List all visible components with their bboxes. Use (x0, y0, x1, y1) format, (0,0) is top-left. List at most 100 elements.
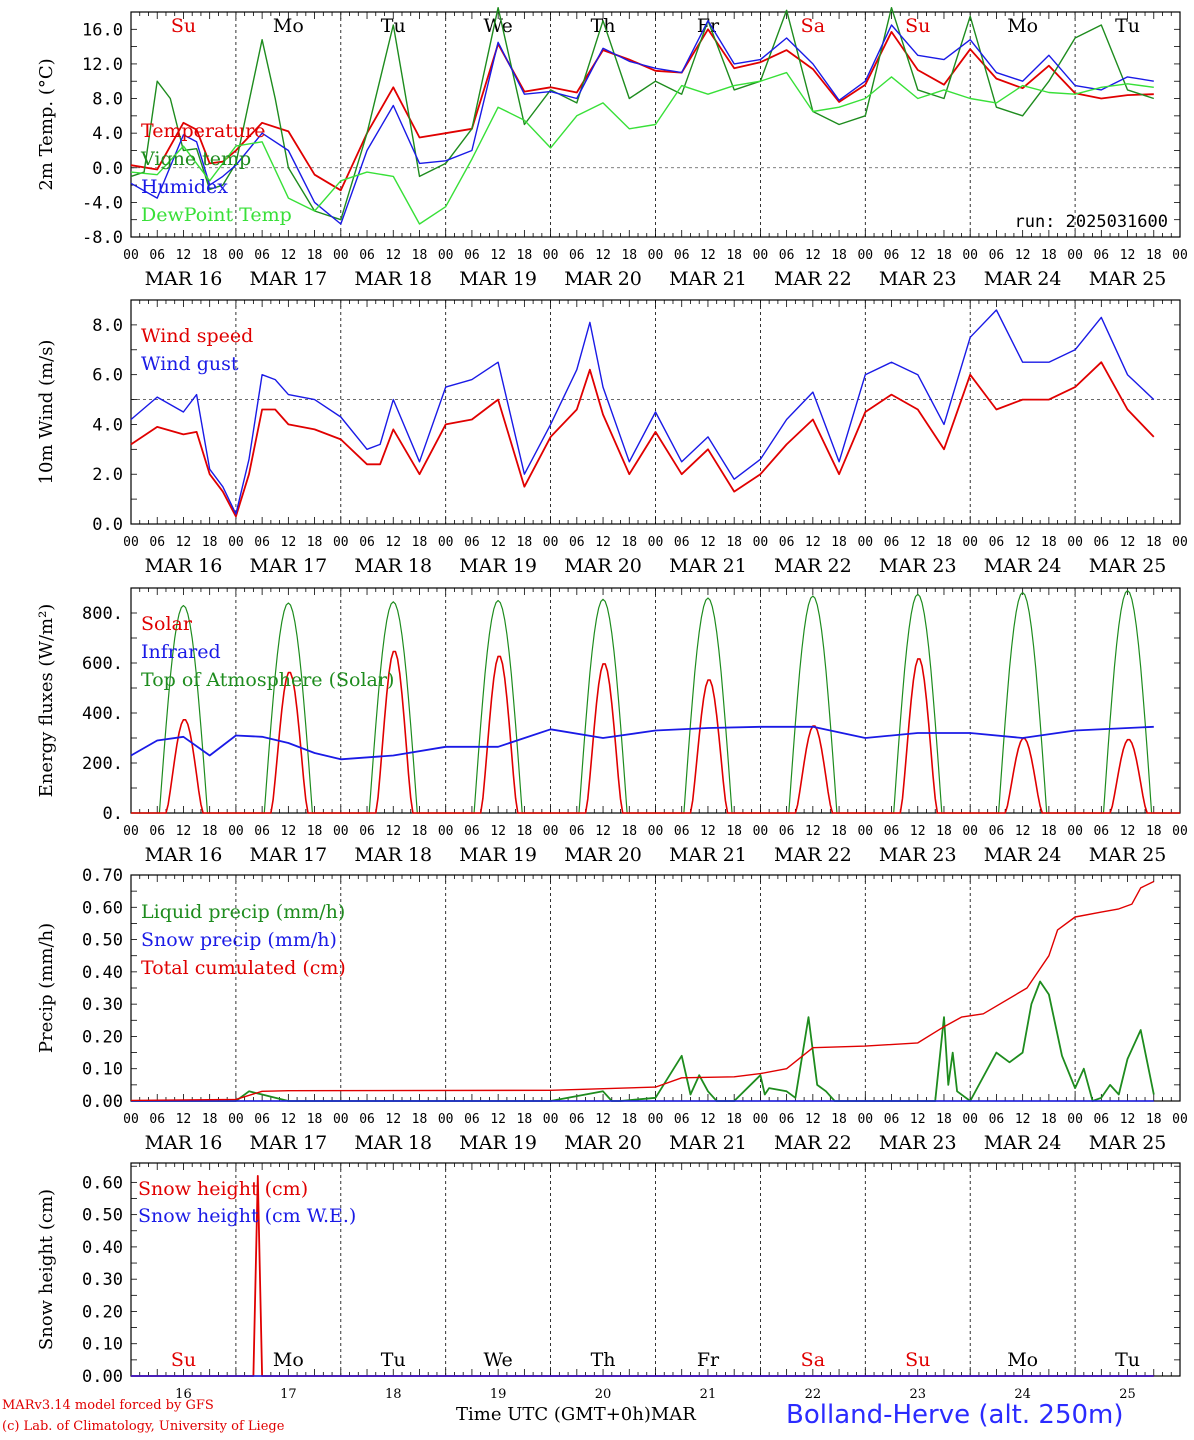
x-hour-label: 06 (569, 824, 585, 839)
time-label: Time UTC (GMT+0h) (456, 1404, 651, 1425)
x-hour-label: 00 (962, 535, 978, 550)
x-hour-label: 00 (123, 535, 139, 550)
y-tick-label: 0.0 (92, 159, 123, 179)
x-hour-label: 06 (569, 248, 585, 263)
x-hour-label: 00 (1172, 824, 1188, 839)
x-hour-label: 06 (359, 248, 375, 263)
legend-entry: Temperature (141, 120, 265, 142)
y-tick-label: 0.70 (82, 866, 123, 886)
y-tick-label: 0.60 (82, 898, 123, 918)
x-hour-label: 18 (1041, 824, 1057, 839)
y-tick-label: 16.0 (82, 20, 123, 40)
y-tick-label: 4.0 (92, 124, 123, 144)
x-date-label: MAR 24 (984, 555, 1062, 577)
y-tick-label: 6.0 (92, 366, 123, 386)
x-date-label: MAR 19 (459, 268, 537, 290)
legend-entry: Top of Atmosphere (Solar) (141, 669, 394, 691)
legend-entry: Snow height (cm) (138, 1178, 308, 1200)
weekday-label: Mo (273, 1349, 304, 1371)
x-hour-label: 06 (254, 248, 270, 263)
weekday-label: Su (905, 1349, 930, 1371)
x-hour-label: 00 (543, 535, 559, 550)
x-hour-label: 18 (621, 535, 637, 550)
x-hour-label: 18 (307, 824, 323, 839)
x-hour-label: 06 (989, 248, 1005, 263)
x-hour-label: 06 (674, 248, 690, 263)
x-date-label: MAR 25 (1089, 1132, 1167, 1154)
x-date-label: MAR 25 (1089, 844, 1167, 866)
weekday-label: Tu (381, 1349, 406, 1371)
y-tick-label: 800. (82, 604, 123, 624)
y-tick-label: 0.10 (82, 1335, 123, 1355)
x-hour-label: 12 (1120, 1112, 1136, 1127)
weekday-label: Th (591, 15, 616, 37)
x-hour-label: 12 (805, 248, 821, 263)
x-hour-label: 00 (438, 824, 454, 839)
x-date-label: MAR 22 (774, 555, 852, 577)
y-tick-label: 0.10 (82, 1060, 123, 1080)
x-date-label: MAR 23 (879, 555, 957, 577)
y-tick-label: -4.0 (82, 193, 123, 213)
x-hour-label: 06 (884, 535, 900, 550)
x-hour-label: 00 (228, 248, 244, 263)
x-date-label: MAR 16 (145, 268, 223, 290)
x-hour-label: 06 (674, 1112, 690, 1127)
x-hour-label: 12 (1015, 248, 1031, 263)
series-line-2 (130, 6, 1155, 221)
x-hour-label: 12 (700, 824, 716, 839)
station-label: Bolland-Herve (alt. 250m) (786, 1400, 1124, 1430)
x-hour-label: 06 (884, 248, 900, 263)
x-hour-label: 18 (412, 1112, 428, 1127)
y-tick-label: 8.0 (92, 316, 123, 336)
x-hour-label: 00 (543, 248, 559, 263)
x-hour-label: 18 (412, 535, 428, 550)
x-hour-label: 12 (805, 824, 821, 839)
weekday-label: Sa (801, 1349, 825, 1371)
legend-entry: Snow precip (mm/h) (141, 929, 337, 951)
x-date-label: MAR 19 (459, 1132, 537, 1154)
x-hour-label: 12 (490, 535, 506, 550)
x-hour-label: 18 (936, 1112, 952, 1127)
x-hour-label: 12 (281, 1112, 297, 1127)
x-hour-label: 06 (989, 824, 1005, 839)
x-hour-label: 00 (438, 1112, 454, 1127)
legend-entry: DewPoint Temp (141, 204, 292, 226)
x-hour-label: 12 (176, 1112, 192, 1127)
x-hour-label: 12 (1015, 535, 1031, 550)
x-hour-label: 12 (176, 535, 192, 550)
x-hour-label: 06 (149, 1112, 165, 1127)
x-hour-label: 00 (857, 1112, 873, 1127)
x-date-label: MAR 22 (774, 844, 852, 866)
panel-5: 0.00 0.10 0.20 0.30 0.40 0.50 0.60 Snow height … (36, 1162, 1181, 1402)
x-hour-label: 00 (123, 1112, 139, 1127)
panel-4: 0.00 0.10 0.20 0.30 0.40 0.50 0.60 0.70 Precip (… (36, 866, 1188, 1154)
x-hour-label: 06 (254, 1112, 270, 1127)
y-tick-label: 0.00 (82, 1367, 123, 1387)
x-hour-label: 06 (989, 1112, 1005, 1127)
x-day-number: 24 (1014, 1387, 1031, 1402)
x-hour-label: 00 (1067, 1112, 1083, 1127)
x-hour-label: 06 (779, 1112, 795, 1127)
x-hour-label: 06 (884, 1112, 900, 1127)
x-hour-label: 06 (464, 535, 480, 550)
weekday-label: Su (171, 1349, 196, 1371)
y-axis-label: 10m Wind (m/s) (36, 340, 57, 485)
x-hour-label: 18 (202, 535, 218, 550)
x-hour-label: 12 (281, 248, 297, 263)
x-hour-label: 00 (648, 248, 664, 263)
x-hour-label: 12 (490, 824, 506, 839)
x-hour-label: 12 (595, 1112, 611, 1127)
x-hour-label: 18 (831, 535, 847, 550)
y-axis-label: 2m Temp. (°C) (36, 58, 57, 190)
weekday-label: Mo (1007, 15, 1038, 37)
x-hour-label: 18 (517, 824, 533, 839)
x-date-label: MAR 22 (774, 1132, 852, 1154)
x-hour-label: 12 (595, 248, 611, 263)
legend-entry: Total cumulated (cm) (141, 957, 346, 979)
lab-credit: (c) Lab. of Climatology, University of L… (2, 1419, 285, 1434)
y-axis-label: Snow height (cm) (36, 1189, 57, 1350)
x-date-label: MAR 24 (984, 1132, 1062, 1154)
infrared-line (130, 725, 1154, 761)
x-hour-label: 00 (123, 248, 139, 263)
x-date-label: MAR 16 (145, 555, 223, 577)
